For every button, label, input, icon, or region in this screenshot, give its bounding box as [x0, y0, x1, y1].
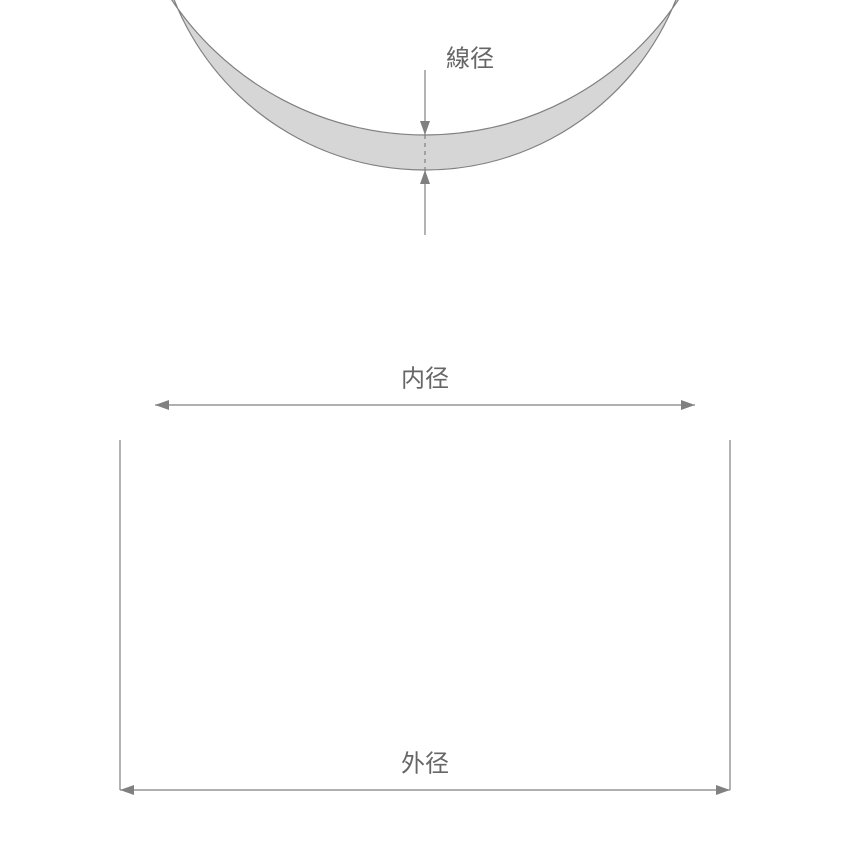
outer-diameter-label: 外径	[401, 750, 449, 777]
inner-diameter-label: 内径	[401, 365, 449, 392]
wire-diameter-label: 線径	[446, 45, 494, 72]
